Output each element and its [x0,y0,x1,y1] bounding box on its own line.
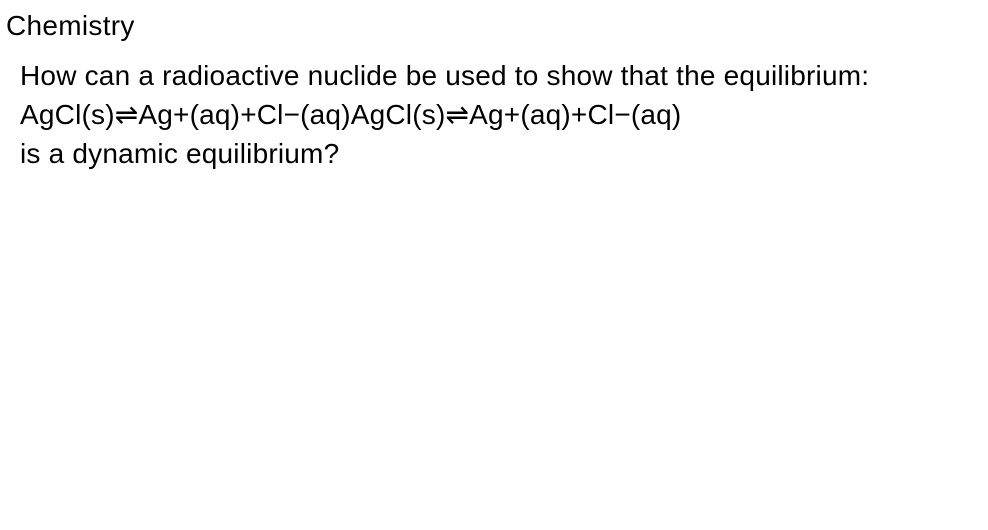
subject-label: Chemistry [6,10,982,42]
question-block: How can a radioactive nuclide be used to… [6,56,956,174]
question-line-1: How can a radioactive nuclide be used to… [20,56,956,134]
question-line-2: is a dynamic equilibrium? [20,134,956,173]
